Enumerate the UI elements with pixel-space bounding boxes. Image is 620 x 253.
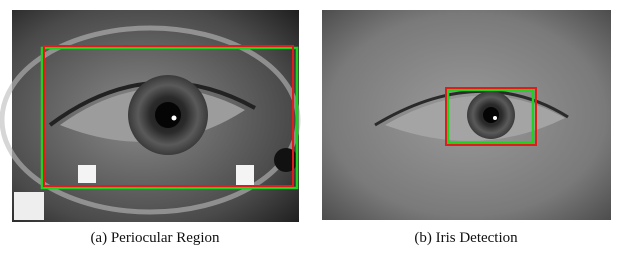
reflection — [236, 165, 254, 185]
pupil — [155, 102, 181, 128]
highlight — [493, 116, 497, 120]
reflection — [78, 165, 96, 183]
shadow — [274, 148, 298, 172]
page: (a) Periocular Region (b) Iris Detection… — [0, 0, 620, 253]
panel-a: (a) Periocular Region — [2, 10, 299, 246]
reflection — [14, 192, 44, 220]
caption: (b) Iris Detection — [414, 230, 518, 246]
highlight — [172, 116, 177, 121]
figure: (a) Periocular Region (b) Iris Detection — [0, 0, 620, 253]
pupil — [483, 107, 499, 123]
caption: (a) Periocular Region — [90, 230, 220, 246]
panel-b: (b) Iris Detection — [322, 10, 611, 246]
